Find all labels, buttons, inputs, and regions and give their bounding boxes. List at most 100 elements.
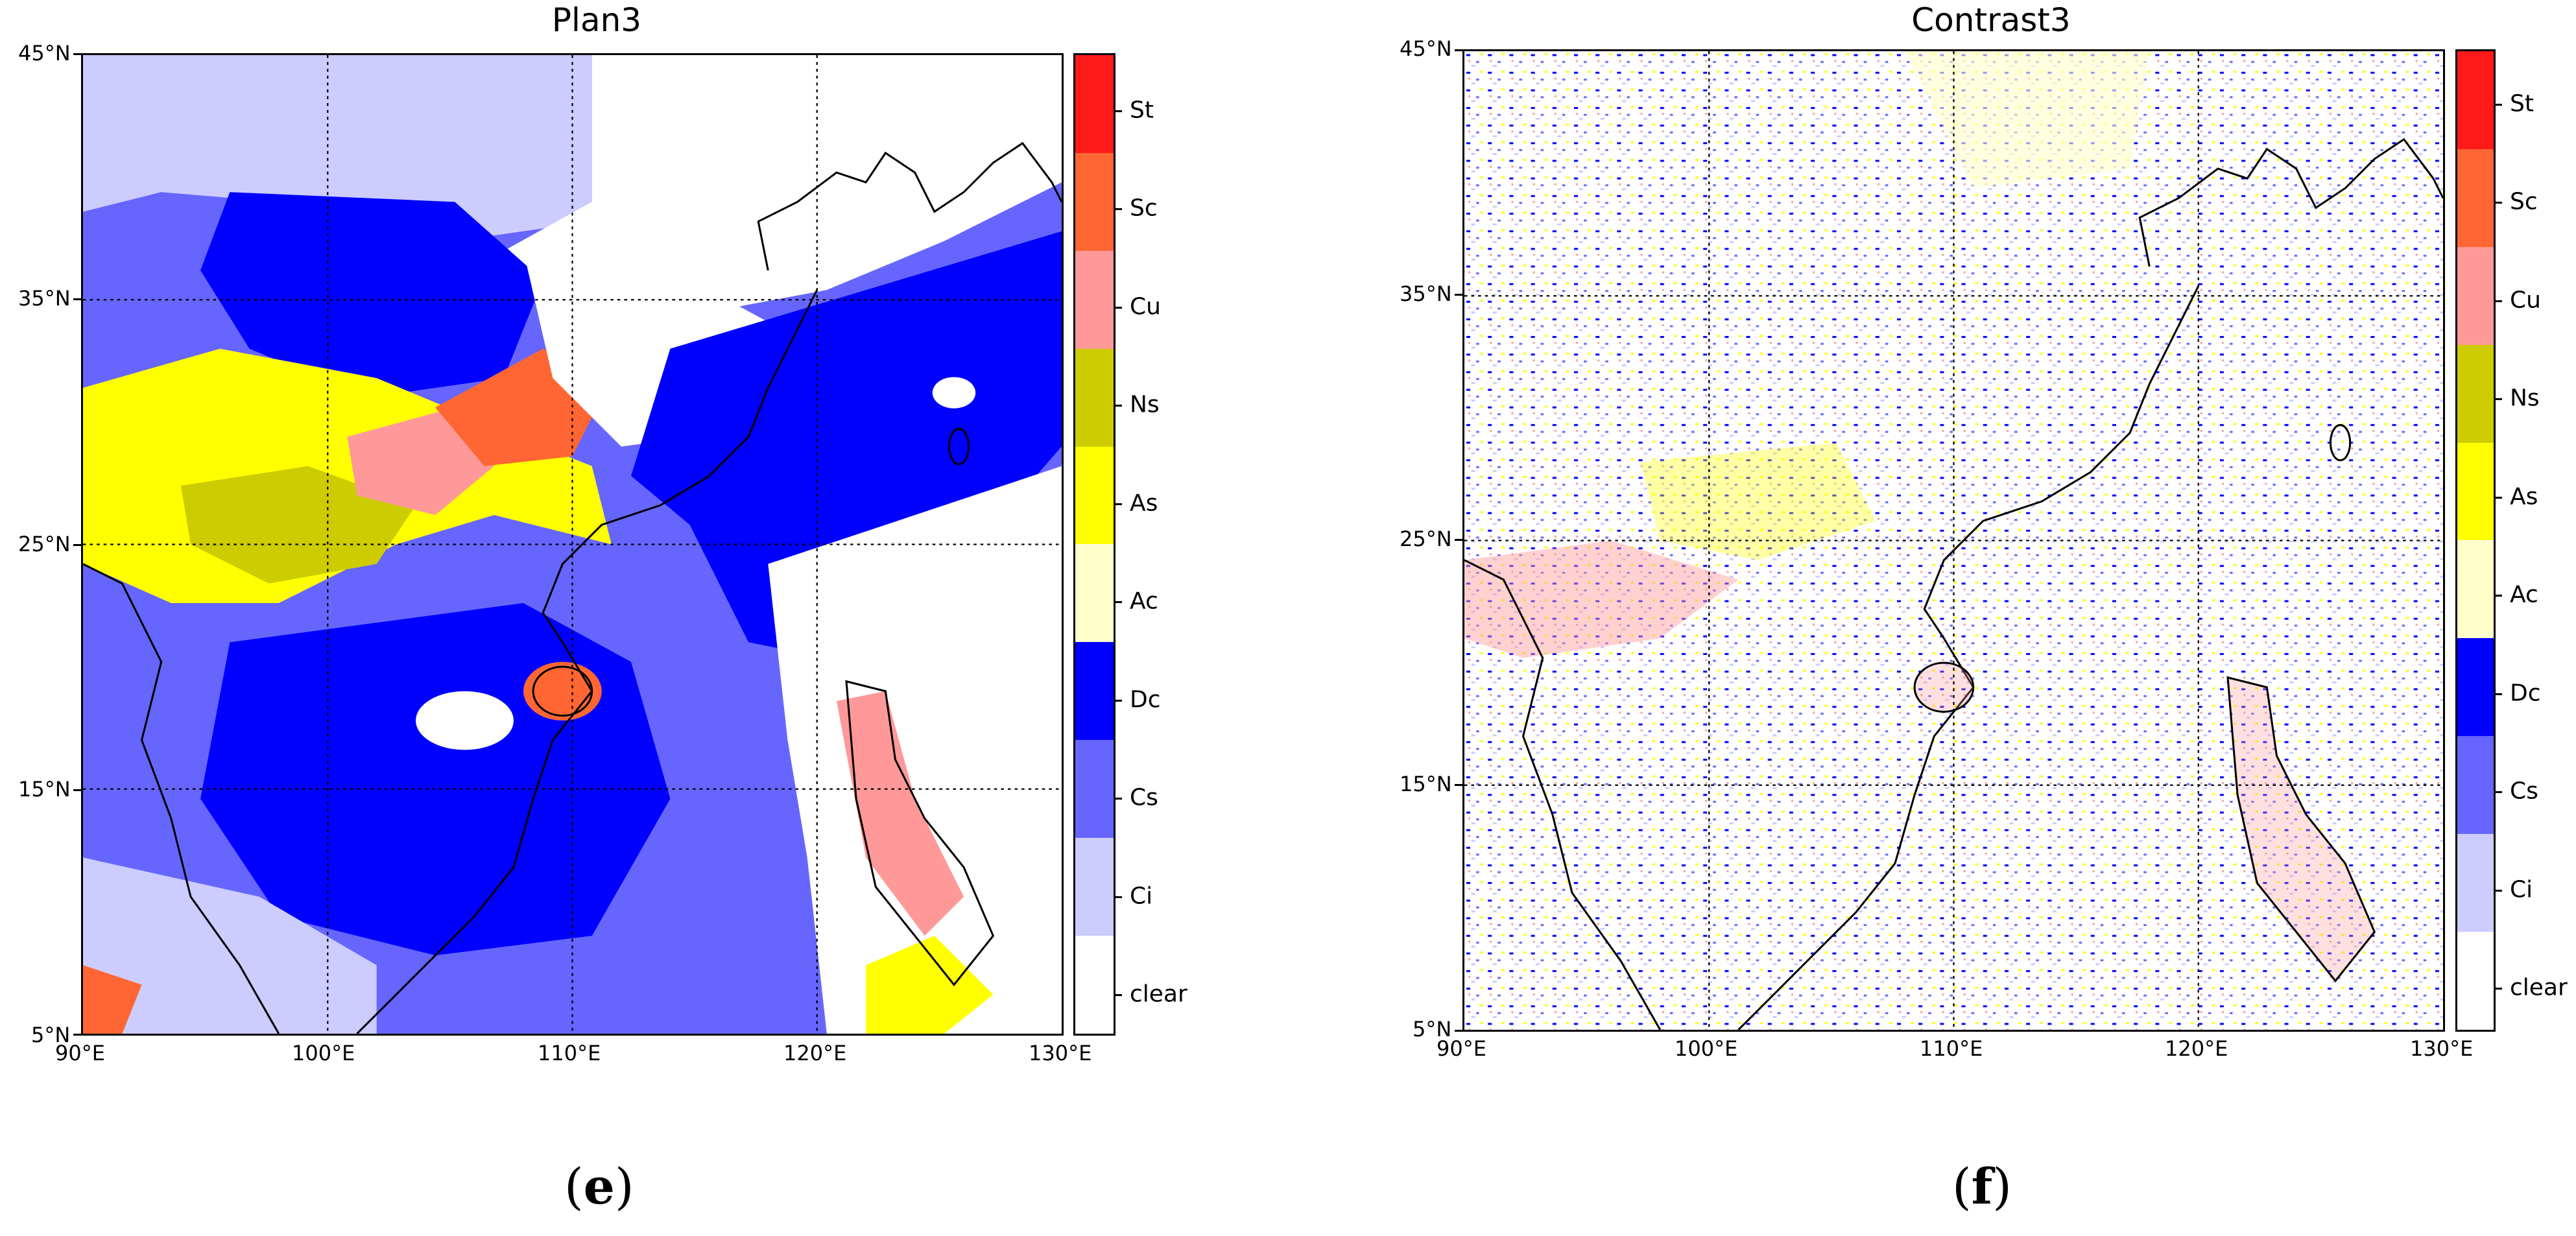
contrast3-colorbar-tick — [2496, 595, 2502, 597]
plan3-deep-convection-south — [200, 603, 671, 956]
plan3-colorbar-as — [1075, 446, 1114, 545]
plan3-coastline-hainan — [532, 665, 593, 717]
plan3-lon-label-130E: 130°E — [1029, 1041, 1092, 1065]
plan3-lon-label-90E: 90°E — [55, 1041, 105, 1065]
contrast3-colorbar-sc — [2457, 149, 2494, 247]
contrast3-colorbar-label-st: St — [2510, 90, 2534, 117]
contrast3-colorbar-tick — [2496, 988, 2502, 990]
plan3-colorbar-tick — [1115, 994, 1122, 996]
contrast3-lat-tick — [1455, 539, 1462, 541]
contrast3-colorbar-cs — [2457, 736, 2494, 835]
plan3-lon-label-110E: 110°E — [538, 1041, 601, 1065]
contrast3-colorbar-tick — [2496, 300, 2502, 302]
panel-letter-e: (e) — [564, 1158, 634, 1215]
contrast3-lat-label-5N: 5°N — [1413, 1017, 1452, 1041]
contrast3-coastline-philippines — [2226, 676, 2376, 982]
panel-letter-f: (f) — [1952, 1158, 2012, 1215]
contrast3-colorbar-tick — [2496, 398, 2502, 400]
contrast3-lon-label-100E: 100°E — [1675, 1036, 1738, 1061]
contrast3-colorbar-label-as: As — [2510, 483, 2538, 510]
contrast3-colorbar — [2455, 49, 2496, 1032]
plan3-lat-tick — [73, 1034, 81, 1036]
plan3-altostratus-south — [866, 936, 994, 1034]
contrast3-lon-label-120E: 120°E — [2165, 1036, 2228, 1061]
contrast3-colorbar-tick — [2496, 791, 2502, 793]
contrast3-colorbar-tick — [2496, 890, 2502, 892]
plan3-colorbar-label-st: St — [1130, 97, 1154, 124]
plan3-lat-tick — [73, 53, 81, 55]
plan3-lat-label-15N: 15°N — [18, 777, 71, 802]
contrast3-colorbar-tick — [2496, 202, 2502, 204]
plan3-coastline-taiwan — [948, 427, 970, 466]
contrast3-lat-tick — [1455, 1030, 1462, 1032]
contrast3-altocumulus-diff — [1905, 51, 2150, 189]
contrast3-colorbar-label-cu: Cu — [2510, 287, 2541, 314]
plan3-colorbar-label-clear: clear — [1130, 980, 1187, 1008]
plan3-colorbar-tick — [1115, 601, 1122, 603]
contrast3-colorbar-tick — [2496, 104, 2502, 106]
contrast3-colorbar-tick — [2496, 497, 2502, 499]
panel-title-contrast3: Contrast3 — [1911, 1, 2071, 39]
contrast3-colorbar-label-clear: clear — [2510, 974, 2568, 1001]
contrast3-colorbar-st — [2457, 51, 2494, 149]
plan3-colorbar-sc — [1075, 152, 1114, 251]
plan3-colorbar-cu — [1075, 250, 1114, 349]
plan3-colorbar-label-ns: Ns — [1130, 391, 1160, 418]
contrast3-lat-label-35N: 35°N — [1400, 281, 1452, 306]
contrast3-lat-tick — [1455, 49, 1462, 51]
contrast3-colorbar-cu — [2457, 246, 2494, 345]
plan3-colorbar-clear — [1075, 936, 1114, 1034]
contrast3-coastline-hainan — [1913, 661, 1975, 713]
plan3-cumulus-philippines — [836, 691, 964, 936]
contrast3-colorbar-label-dc: Dc — [2510, 680, 2541, 707]
plan3-cirrus-north — [83, 55, 592, 241]
plan3-lat-label-25N: 25°N — [18, 532, 71, 556]
contrast3-colorbar-tick — [2496, 693, 2502, 695]
plan3-colorbar-label-cs: Cs — [1130, 784, 1158, 811]
contrast3-coastline-taiwan — [2329, 423, 2352, 462]
contrast3-lon-label-90E: 90°E — [1437, 1036, 1486, 1061]
contrast3-lat-label-25N: 25°N — [1400, 527, 1452, 551]
contrast3-colorbar-label-cs: Cs — [2510, 778, 2538, 805]
map-contrast3 — [1462, 49, 2445, 1032]
plan3-colorbar-tick — [1115, 896, 1122, 898]
plan3-colorbar-tick — [1115, 798, 1122, 800]
contrast3-colorbar-ns — [2457, 344, 2494, 443]
plan3-colorbar-tick — [1115, 208, 1122, 210]
contrast3-colorbar-ac — [2457, 540, 2494, 639]
plan3-colorbar-st — [1075, 55, 1114, 153]
plan3-coastline-north — [757, 141, 1062, 271]
contrast3-colorbar-clear — [2457, 932, 2494, 1030]
contrast3-lon-label-110E: 110°E — [1920, 1036, 1983, 1061]
contrast3-colorbar-label-ns: Ns — [2510, 385, 2540, 412]
contrast3-coastline-west — [1464, 559, 1662, 1030]
contrast3-lat-tick — [1455, 294, 1462, 296]
plan3-deep-convection-north — [200, 192, 543, 398]
contrast3-colorbar-dc — [2457, 638, 2494, 737]
plan3-clear-spot — [416, 691, 514, 750]
plan3-colorbar-tick — [1115, 503, 1122, 505]
plan3-cumulus-patch — [347, 407, 494, 516]
contrast3-colorbar-ci — [2457, 834, 2494, 933]
map-plan3-svg — [83, 55, 1062, 1034]
plan3-colorbar-label-dc: Dc — [1130, 686, 1161, 713]
plan3-stratocumulus-island — [523, 661, 602, 721]
plan3-clear-southeast — [768, 466, 1062, 1034]
plan3-colorbar-ns — [1075, 348, 1114, 447]
plan3-clear-north — [503, 55, 1062, 320]
plan3-colorbar-label-as: As — [1130, 490, 1158, 517]
plan3-lat-tick — [73, 298, 81, 300]
plan3-clear-spot-east — [932, 377, 976, 409]
contrast3-lat-tick — [1455, 784, 1462, 786]
plan3-colorbar-label-ac: Ac — [1130, 588, 1158, 615]
plan3-colorbar-tick — [1115, 307, 1122, 309]
contrast3-lat-label-15N: 15°N — [1400, 772, 1452, 796]
contrast3-colorbar-label-ac: Ac — [2510, 581, 2538, 608]
plan3-lat-label-35N: 35°N — [18, 286, 71, 311]
plan3-coastline-philippines — [845, 680, 995, 986]
plan3-colorbar-label-cu: Cu — [1130, 293, 1161, 320]
contrast3-colorbar-label-ci: Ci — [2510, 876, 2533, 903]
contrast3-cumulus-diff — [1464, 540, 1739, 658]
plan3-cirrus-southwest — [83, 857, 377, 1034]
plan3-colorbar — [1073, 53, 1115, 1036]
